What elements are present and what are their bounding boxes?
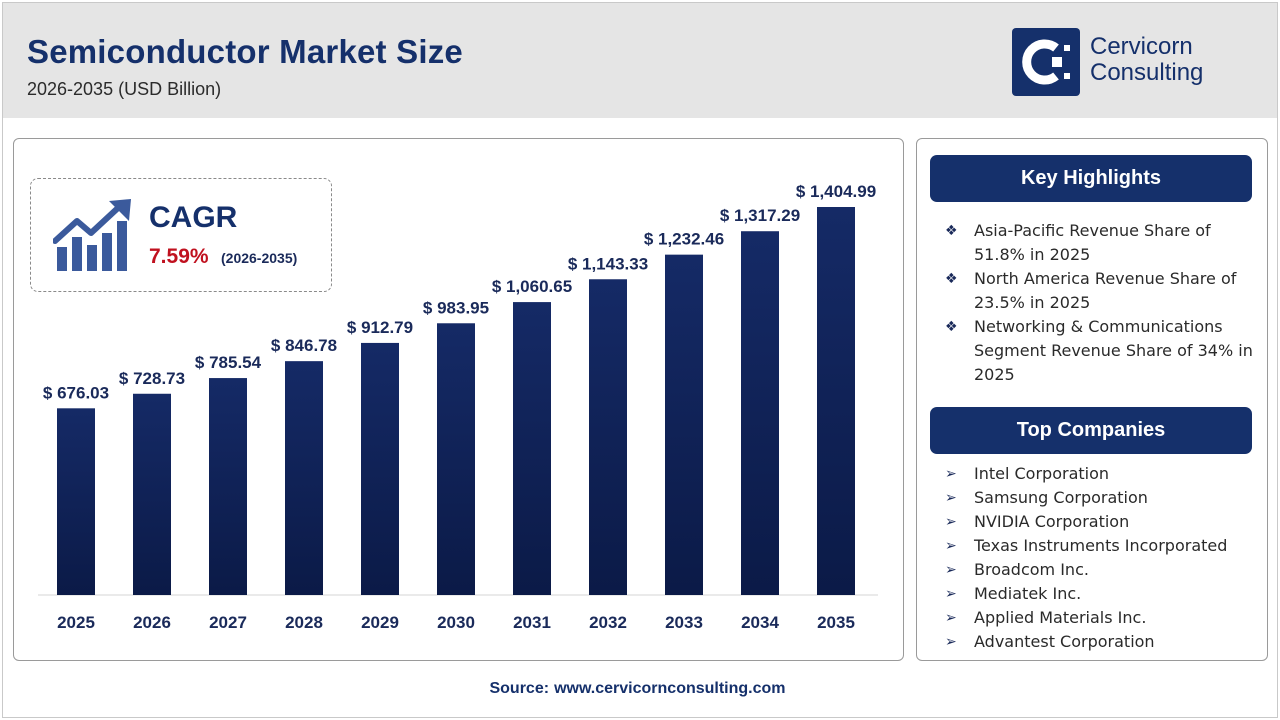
data-label-2032: $ 1,143.33 (568, 254, 648, 273)
highlight-text: Asia-Pacific Revenue Share of 51.8% in 2… (974, 221, 1211, 264)
x-tick-2027: 2027 (209, 613, 247, 632)
data-label-2029: $ 912.79 (347, 318, 413, 337)
logo-line-2: Consulting (1090, 59, 1204, 86)
bar-2033 (665, 254, 703, 595)
arrow-bullet-icon: ➢ (945, 562, 957, 578)
bar-2028 (285, 361, 323, 595)
top-companies-list: ➢ Intel Corporation ➢ Samsung Corporation … (944, 462, 1259, 654)
key-highlights-list: ❖ Asia-Pacific Revenue Share of 51.8% in … (944, 219, 1259, 387)
company-item: ➢ Broadcom Inc. (944, 558, 1259, 582)
diamond-bullet-icon: ❖ (945, 271, 958, 287)
bar-2032 (589, 279, 627, 595)
data-label-2034: $ 1,317.29 (720, 206, 800, 225)
bar-2029 (361, 342, 399, 595)
page-title: Semiconductor Market Size (27, 33, 463, 70)
cagr-value: 7.59% (149, 245, 209, 268)
data-label-2030: $ 983.95 (423, 298, 489, 317)
company-item: ➢ Mediatek Inc. (944, 582, 1259, 606)
source-label: Source: (489, 680, 550, 697)
bar-2034 (741, 231, 779, 595)
x-tick-2028: 2028 (285, 613, 323, 632)
arrow-bullet-icon: ➢ (945, 538, 957, 554)
data-label-2035: $ 1,404.99 (796, 182, 876, 201)
diamond-bullet-icon: ❖ (945, 319, 958, 335)
cagr-label: CAGR (149, 201, 238, 234)
company-name: Mediatek Inc. (974, 584, 1082, 603)
logo-line-1: Cervicorn (1090, 33, 1193, 60)
highlight-item: ❖ Asia-Pacific Revenue Share of 51.8% in … (944, 219, 1259, 267)
data-label-2026: $ 728.73 (119, 369, 185, 388)
company-name: Samsung Corporation (974, 488, 1148, 507)
arrow-bullet-icon: ➢ (945, 514, 957, 530)
data-label-2025: $ 676.03 (43, 383, 109, 402)
header-band: Semiconductor Market Size 2026-2035 (USD… (3, 3, 1277, 118)
top-companies-heading: Top Companies (930, 407, 1252, 454)
cagr-box: CAGR 7.59% (2026-2035) (30, 178, 332, 292)
company-item: ➢ Samsung Corporation (944, 486, 1259, 510)
x-tick-2030: 2030 (437, 613, 475, 632)
company-item: ➢ Advantest Corporation (944, 630, 1259, 654)
logo-wordmark: Cervicorn Consulting (1090, 34, 1203, 86)
x-tick-2035: 2035 (817, 613, 855, 632)
company-name: NVIDIA Corporation (974, 512, 1130, 531)
x-tick-2031: 2031 (513, 613, 551, 632)
arrow-bullet-icon: ➢ (945, 490, 957, 506)
company-item: ➢ Intel Corporation (944, 462, 1259, 486)
highlight-item: ❖ North America Revenue Share of 23.5% in… (944, 267, 1259, 315)
data-label-2028: $ 846.78 (271, 336, 337, 355)
company-item: ➢ Applied Materials Inc. (944, 606, 1259, 630)
side-panel (916, 138, 1268, 661)
company-name: Broadcom Inc. (974, 560, 1089, 579)
company-name: Advantest Corporation (974, 632, 1155, 651)
x-tick-2025: 2025 (57, 613, 95, 632)
arrow-bullet-icon: ➢ (945, 466, 957, 482)
company-item: ➢ Texas Instruments Incorporated (944, 534, 1259, 558)
x-tick-2032: 2032 (589, 613, 627, 632)
arrow-bullet-icon: ➢ (945, 634, 957, 650)
bar-2030 (437, 323, 475, 595)
company-name: Intel Corporation (974, 464, 1110, 483)
company-item: ➢ NVIDIA Corporation (944, 510, 1259, 534)
bar-chart: $ 676.03 $ 728.73 $ 785.54 $ 846.78 $ 912.79… (38, 182, 878, 632)
bar-2026 (133, 393, 171, 595)
source-line: Source: www.cervicornconsulting.com (0, 680, 1270, 698)
highlight-text: North America Revenue Share of 23.5% in … (974, 269, 1237, 312)
bar-2035 (817, 207, 855, 595)
x-tick-2029: 2029 (361, 613, 399, 632)
data-label-2027: $ 785.54 (195, 353, 262, 372)
key-highlights-heading: Key Highlights (930, 155, 1252, 202)
growth-chart-icon (52, 197, 135, 277)
bar-2025 (57, 408, 95, 595)
page-subtitle: 2026-2035 (USD Billion) (27, 79, 222, 99)
cagr-period: (2026-2035) (221, 250, 298, 266)
diamond-bullet-icon: ❖ (945, 223, 958, 239)
arrow-bullet-icon: ➢ (945, 610, 957, 626)
arrow-bullet-icon: ➢ (945, 586, 957, 602)
company-name: Texas Instruments Incorporated (974, 536, 1228, 555)
x-tick-2026: 2026 (133, 613, 171, 632)
logo-mark-icon (1012, 28, 1080, 96)
data-label-2033: $ 1,232.46 (644, 230, 724, 249)
bar-2027 (209, 378, 247, 595)
highlight-text: Networking & Communications Segment Reve… (974, 317, 1253, 384)
company-name: Applied Materials Inc. (974, 608, 1147, 627)
x-tick-2033: 2033 (665, 613, 703, 632)
source-url[interactable]: www.cervicornconsulting.com (554, 680, 786, 697)
highlight-item: ❖ Networking & Communications Segment Rev… (944, 315, 1259, 387)
data-label-2031: $ 1,060.65 (492, 277, 572, 296)
bar-2031 (513, 302, 551, 595)
x-tick-2034: 2034 (741, 613, 779, 632)
